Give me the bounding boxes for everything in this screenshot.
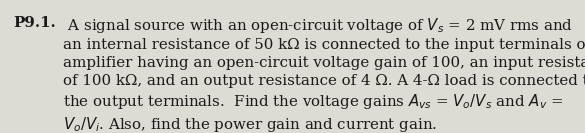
Text: A signal source with an open-circuit voltage of $V_s$ = 2 mV rms and
an internal: A signal source with an open-circuit vol…	[63, 16, 585, 133]
Text: P9.1.: P9.1.	[13, 16, 56, 30]
